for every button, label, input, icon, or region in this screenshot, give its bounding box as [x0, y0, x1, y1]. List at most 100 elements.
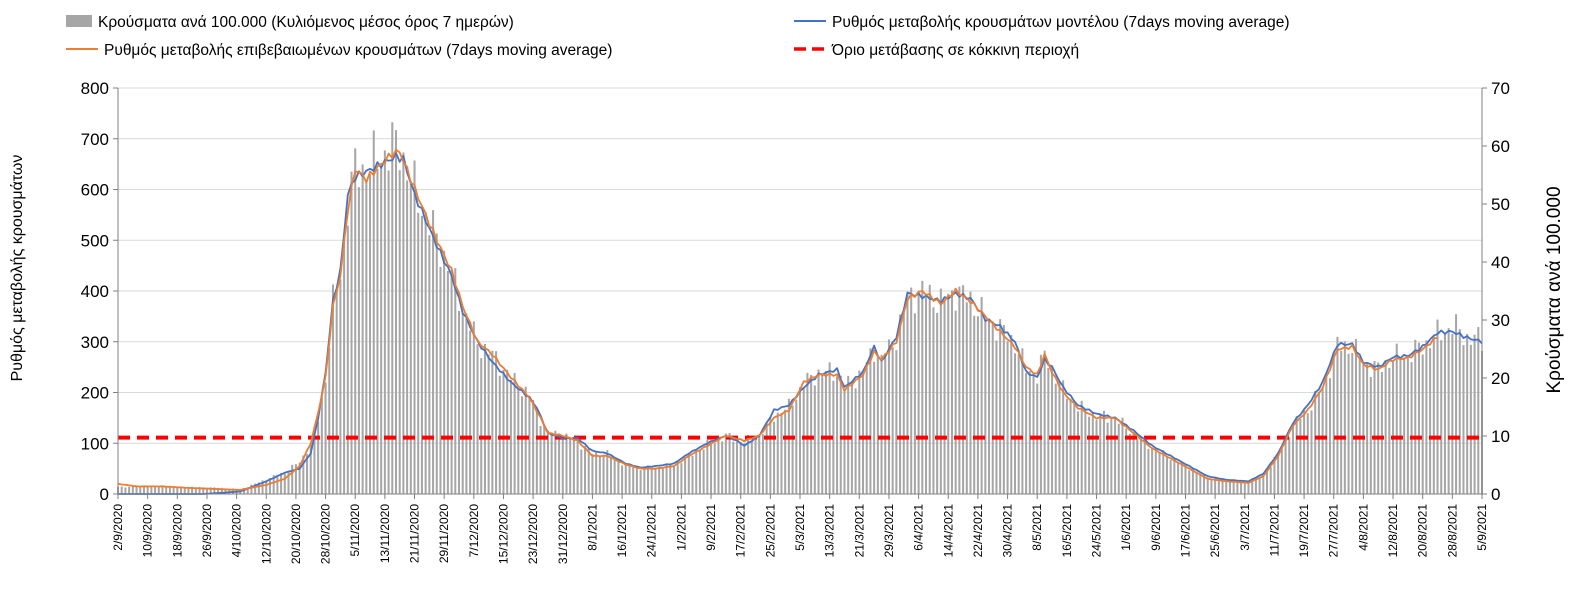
bar-day-103: [498, 375, 501, 494]
bar-day-268: [1110, 418, 1113, 494]
bar-day-360: [1451, 333, 1454, 494]
bar-day-171: [750, 440, 753, 494]
bar-day-14: [168, 486, 171, 494]
bar-day-82: [420, 215, 423, 494]
y-left-tick-label-800: 800: [81, 79, 109, 98]
bar-day-89: [446, 270, 449, 494]
bar-day-204: [873, 361, 876, 494]
bar-day-338: [1369, 377, 1372, 494]
bar-day-90: [450, 269, 453, 494]
bar-day-98: [480, 358, 483, 494]
x-tick-label-41: 27/7/2021: [1327, 504, 1341, 558]
bar-day-26: [213, 487, 216, 494]
bar-day-229: [965, 302, 968, 494]
bar-day-221: [936, 312, 939, 494]
bar-day-20: [191, 486, 194, 494]
bar-day-15: [172, 486, 175, 494]
bar-day-231: [973, 315, 976, 494]
bar-day-267: [1106, 422, 1109, 494]
y-right-tick-label-70: 70: [1491, 79, 1510, 98]
bar-day-306: [1251, 480, 1254, 494]
bar-day-28: [220, 487, 223, 494]
bar-day-344: [1392, 360, 1395, 494]
bar-day-227: [958, 286, 961, 494]
legend-label-threshold: Όριο μετάβασης σε κόκκινη περιοχή: [831, 42, 1079, 59]
bar-day-172: [754, 440, 757, 494]
bar-day-68: [369, 174, 372, 494]
y-right-tick-label-30: 30: [1491, 311, 1510, 330]
bar-day-219: [928, 284, 931, 494]
bar-day-8: [146, 487, 149, 494]
bar-day-149: [669, 464, 672, 494]
bar-day-279: [1151, 447, 1154, 494]
bar-day-350: [1414, 339, 1417, 494]
bar-day-169: [743, 443, 746, 494]
bar-day-150: [672, 465, 675, 494]
bar-day-81: [417, 212, 420, 494]
bar-day-42: [272, 475, 275, 494]
bar-day-307: [1254, 478, 1257, 494]
bar-day-181: [787, 398, 790, 494]
bar-day-317: [1291, 424, 1294, 494]
x-tick-label-7: 28/10/2020: [319, 504, 333, 564]
bar-day-228: [962, 285, 965, 494]
bar-day-146: [658, 467, 661, 494]
bar-day-57: [328, 347, 331, 494]
x-tick-label-6: 20/10/2020: [289, 504, 303, 564]
bar-day-76: [398, 170, 401, 494]
bar-day-263: [1091, 412, 1094, 494]
bar-day-285: [1173, 458, 1176, 494]
y-axis-left-ticks: 0 100 200 300 400 500 600 700 800: [81, 79, 118, 504]
bar-day-52: [309, 443, 312, 494]
bar-day-127: [587, 448, 590, 494]
bar-day-284: [1169, 460, 1172, 494]
bar-day-260: [1080, 400, 1083, 494]
bar-day-111: [528, 396, 531, 494]
bar-day-328: [1332, 352, 1335, 494]
bar-day-331: [1343, 341, 1346, 494]
bar-day-141: [639, 469, 642, 494]
bar-day-115: [543, 425, 546, 494]
bar-day-136: [621, 465, 624, 494]
bar-day-321: [1306, 413, 1309, 494]
bar-day-37: [254, 483, 257, 494]
bar-day-5: [135, 486, 138, 494]
bar-day-61: [343, 235, 346, 494]
bar-day-195: [839, 375, 842, 494]
x-tick-label-43: 12/8/2021: [1386, 504, 1400, 558]
legend-entry-bars: Κρούσματα ανά 100.000 (Κυλιόμενος μέσος …: [66, 14, 514, 31]
bar-day-143: [647, 465, 650, 494]
y-left-tick-label-100: 100: [81, 434, 109, 453]
bar-day-158: [702, 449, 705, 494]
bar-day-192: [828, 362, 831, 494]
bar-day-2: [124, 487, 127, 494]
bar-day-102: [495, 351, 498, 494]
bar-day-19: [187, 487, 190, 494]
bar-day-131: [602, 454, 605, 494]
bar-day-23: [202, 487, 205, 494]
bar-day-295: [1210, 479, 1213, 494]
bar-day-349: [1410, 362, 1413, 494]
bar-day-186: [806, 372, 809, 494]
bar-day-280: [1154, 449, 1157, 494]
bar-day-60: [339, 279, 342, 494]
x-tick-label-3: 26/9/2020: [200, 504, 214, 558]
bar-day-363: [1462, 345, 1465, 494]
x-tick-label-44: 20/8/2021: [1416, 504, 1430, 558]
x-tick-label-23: 5/3/2021: [793, 504, 807, 551]
bar-day-45: [283, 472, 286, 494]
bar-day-246: [1028, 371, 1031, 494]
bar-day-87: [439, 266, 442, 494]
bar-day-214: [910, 287, 913, 494]
bar-day-69: [372, 130, 375, 494]
bar-day-118: [554, 430, 557, 494]
bar-day-180: [784, 409, 787, 494]
bar-day-304: [1243, 481, 1246, 494]
bar-day-339: [1373, 361, 1376, 494]
bar-day-323: [1314, 390, 1317, 494]
bar-day-92: [457, 310, 461, 494]
bar-day-241: [1010, 335, 1013, 494]
bar-day-203: [869, 348, 872, 494]
bar-day-170: [747, 435, 750, 494]
